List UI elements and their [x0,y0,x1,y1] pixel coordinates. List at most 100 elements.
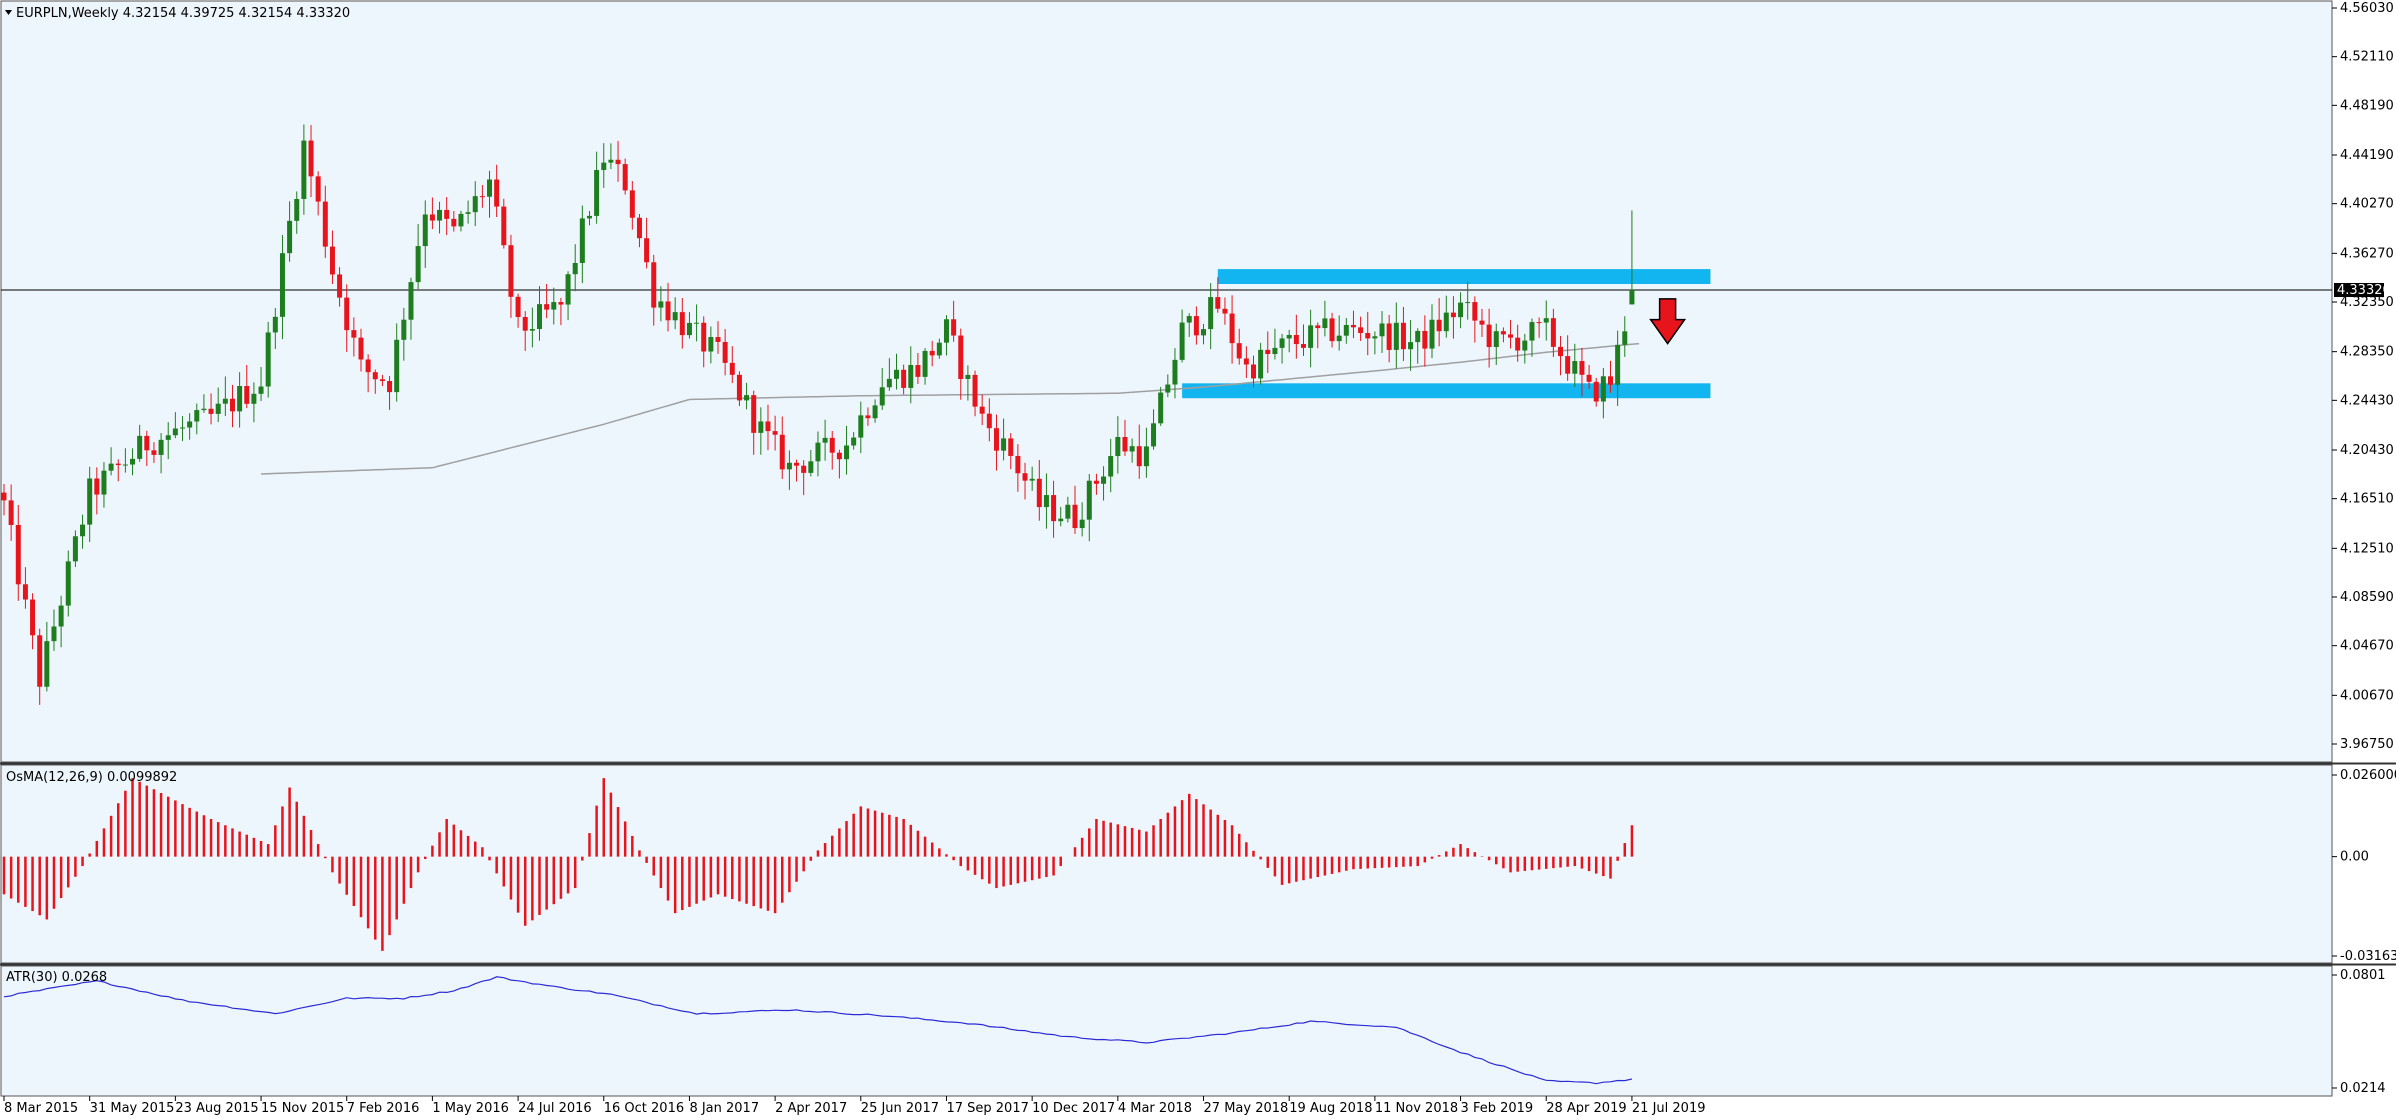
candle-bull [65,561,71,606]
price-tick-label: 4.24430 [2340,393,2394,408]
candle-bear [715,337,721,342]
candle-bear [1586,374,1592,382]
candle-bull [1101,476,1107,484]
candle-bull [886,378,892,388]
atr-tick-label: 0.0214 [2340,1081,2386,1096]
candle-bull [1336,335,1342,342]
candle-bear [1093,480,1099,484]
time-tick-label: 8 Jan 2017 [689,1101,759,1116]
current-price-marker: 4.33320 [2334,283,2391,298]
candle-bull [1279,338,1285,348]
time-tick-label: 11 Nov 2018 [1375,1101,1458,1116]
osma-label: OsMA(12,26,9) 0.0099892 [6,770,177,785]
candle-bull [879,387,885,406]
candle-bull [101,470,107,495]
candle-bull [922,350,928,377]
candle-bear [701,322,707,352]
price-tick-label: 4.40270 [2340,197,2394,212]
candle-bear [1008,438,1014,456]
candle-bull [137,435,143,459]
resistance-zone[interactable] [1217,269,1711,284]
candle-bull [1201,329,1207,336]
price-tick-label: 4.08590 [2340,590,2394,605]
candle-bull [1258,349,1264,379]
candle-bear [836,452,842,460]
candle-bear [494,179,500,207]
candle-bear [1358,327,1364,333]
candle-bull [1079,519,1085,529]
osma-tick-label: 0.00 [2340,850,2369,865]
candle-bear [1508,334,1514,338]
time-tick-label: 17 Sep 2017 [946,1101,1028,1116]
candle-bull [201,408,207,411]
price-pane[interactable] [0,0,2333,763]
candle-bull [1372,336,1378,339]
candle-bull [1058,518,1064,522]
candle-bear [929,350,935,356]
price-tick-label: 3.96750 [2340,737,2394,752]
candle-bear [722,341,728,363]
candle-bull [422,214,428,247]
candle-bear [665,301,671,321]
time-tick-label: 7 Feb 2016 [347,1101,420,1116]
candle-bull [1415,330,1421,343]
candle-bear [501,206,507,246]
price-tick-label: 4.04670 [2340,639,2394,654]
candle-bear [901,369,907,388]
candle-bull [1322,318,1328,329]
time-tick-label: 21 Jul 2019 [1632,1101,1706,1116]
candle-bear [244,386,250,404]
candle-bull [215,403,221,414]
candle-bear [1436,319,1442,332]
candle-bear [1472,302,1478,321]
down-arrow-icon[interactable] [1649,298,1687,345]
candle-bear [779,434,785,470]
atr-line[interactable] [3,976,1633,1085]
atr-pane[interactable] [0,965,2333,1097]
candle-bear [1579,361,1585,375]
candle-bear [1051,495,1057,522]
candle-bear [444,209,450,219]
candle-bull [1622,331,1628,345]
candle-bull [294,198,300,221]
candle-bull [222,398,228,404]
candle-bull [1529,322,1535,341]
chevron-down-icon[interactable] [5,10,12,15]
candle-bull [172,428,178,436]
candle-bear [1536,322,1542,324]
candle-bear [951,319,957,336]
candle-bear [622,164,628,191]
candle-bear [993,428,999,451]
candle-bull [1493,331,1499,347]
candle-bear [1229,313,1235,344]
candle-bull [686,322,692,336]
candle-bull [1043,495,1049,508]
candle-bear [765,421,771,432]
time-tick-label: 19 Aug 2018 [1289,1101,1372,1116]
osma-pane[interactable] [0,764,2333,964]
candle-bear [115,463,121,466]
candle-bull [965,374,971,379]
candle-bull [551,302,557,310]
candle-bear [1350,324,1356,328]
candle-bear [544,304,550,310]
candle-bull [1522,340,1528,351]
candle-bull [458,213,464,227]
candle-bull [1286,334,1292,339]
candle-bull [744,395,750,401]
candle-bear [1365,332,1371,339]
candle-bear [636,217,642,239]
support-zone[interactable] [1182,383,1711,399]
candle-bull [1001,438,1007,451]
candle-bear [30,599,36,636]
time-tick-label: 1 May 2016 [432,1101,509,1116]
candle-bull [1186,316,1192,323]
candle-bull [1272,347,1278,355]
candle-bull [472,196,478,213]
moving-average-line[interactable] [260,342,1640,475]
candle-bear [94,478,100,495]
candle-bear [865,415,871,419]
candle-bull [572,262,578,275]
candle-bear [208,408,214,414]
